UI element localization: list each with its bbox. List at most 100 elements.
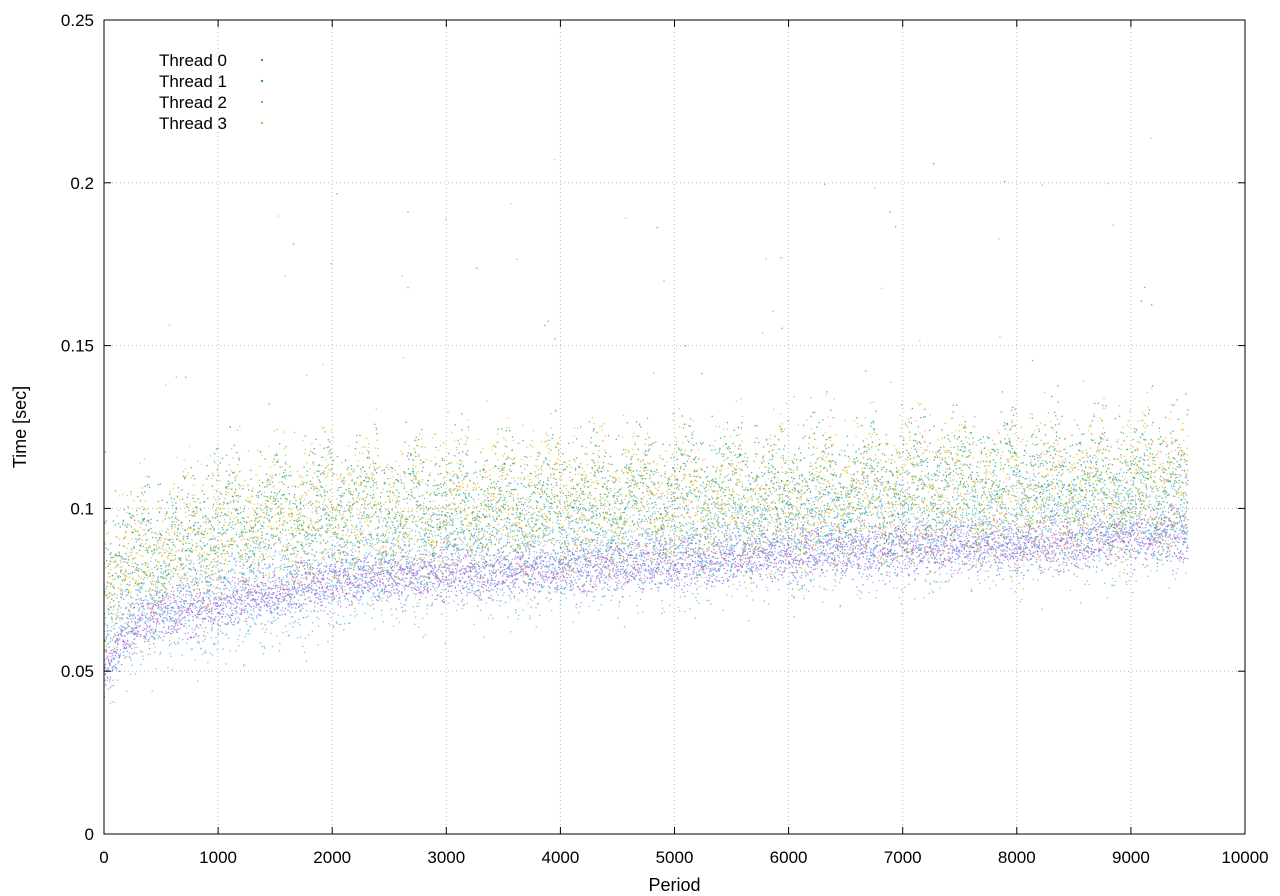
data-point [961,529,963,531]
data-point [479,597,481,599]
data-point [364,569,366,571]
data-point [1029,529,1031,531]
data-point [200,613,202,615]
data-point [289,589,291,591]
data-point [498,569,500,571]
data-point [989,567,991,569]
data-point [782,543,784,545]
data-point [1151,304,1153,306]
data-point [1187,545,1189,547]
data-point [506,574,508,576]
data-point [118,634,120,636]
data-point [899,555,901,557]
data-point [1063,526,1065,528]
data-point [340,606,342,608]
data-point [394,563,396,565]
data-point [771,547,773,549]
data-point [200,592,202,594]
data-point [999,529,1001,531]
data-point [280,586,282,588]
data-point [627,565,629,567]
data-point [478,568,480,570]
data-point [670,566,672,568]
data-point [127,524,129,526]
data-point [215,616,217,618]
data-point [139,550,141,552]
data-point [643,582,645,584]
data-point [1104,553,1106,555]
data-point [530,606,532,608]
data-point [732,559,734,561]
data-point [254,581,256,583]
data-point [847,520,849,522]
data-point [512,575,514,577]
data-point [260,599,262,601]
data-point [607,559,609,561]
data-point [121,664,123,666]
data-point [901,571,903,573]
data-point [296,561,298,563]
data-point [151,583,153,585]
data-point [119,638,121,640]
data-point [448,565,450,567]
data-point [672,540,674,542]
data-point [276,598,278,600]
data-point [182,594,184,596]
data-point [354,578,356,580]
data-point [922,557,924,559]
data-point [201,612,203,614]
data-point [355,577,357,579]
data-point [1083,557,1085,559]
data-point [1166,531,1168,533]
data-point [823,545,825,547]
data-point [637,569,639,571]
data-point [718,570,720,572]
grid-lines [104,20,1245,834]
data-point [317,578,319,580]
data-point [153,631,155,633]
data-point [166,632,168,634]
data-point [228,615,230,617]
data-point [119,657,121,659]
data-point [391,594,393,596]
data-point [935,548,937,550]
data-point [616,564,618,566]
data-point [915,530,917,532]
data-point [651,577,653,579]
data-point [304,588,306,590]
data-point [876,565,878,567]
data-point [547,577,549,579]
data-point [493,565,495,567]
data-point [586,561,588,563]
data-point [686,552,688,554]
data-point [645,538,647,540]
data-point [556,575,558,577]
data-point [344,582,346,584]
data-point [542,578,544,580]
data-point [740,555,742,557]
data-point [700,556,702,558]
data-point [1003,579,1005,581]
data-point [600,568,602,570]
data-point [1039,534,1041,536]
data-point [506,579,508,581]
data-point [926,537,928,539]
data-point [306,579,308,581]
data-point [297,587,299,589]
data-point [859,568,861,570]
data-point [676,585,678,587]
data-points [103,138,1189,705]
data-point [177,587,179,589]
data-point [656,571,658,573]
data-point [423,576,425,578]
data-point [572,584,574,586]
data-point [373,572,375,574]
data-point [156,623,158,625]
data-point [293,570,295,572]
data-point [517,579,519,581]
data-point [130,573,132,575]
data-point [919,554,921,556]
data-point [483,559,485,561]
data-point [414,572,416,574]
data-point [1156,526,1158,528]
